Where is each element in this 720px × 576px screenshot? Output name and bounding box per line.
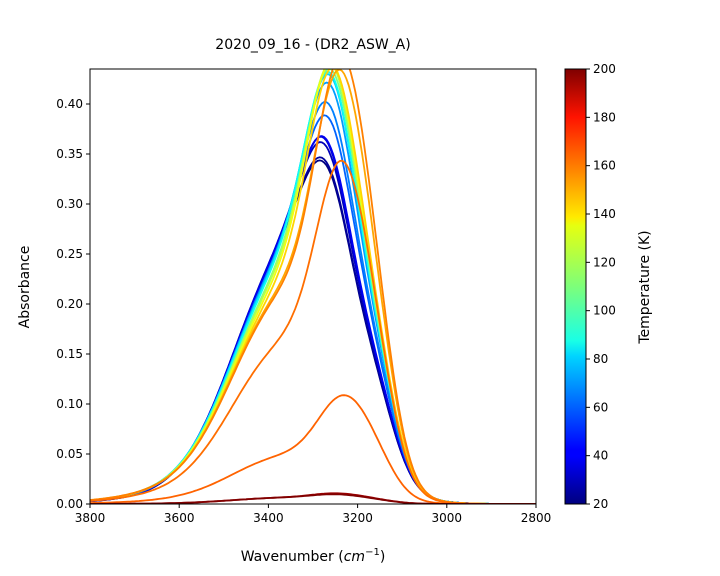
x-tick-label: 3200 xyxy=(342,511,373,525)
x-axis: 3800 3600 3400 3200 3000 2800 xyxy=(75,504,552,525)
colorbar-tick-label: 120 xyxy=(593,255,616,269)
colorbar-tick-label: 40 xyxy=(593,449,608,463)
colorbar-tick-label: 160 xyxy=(593,159,616,173)
x-tick-label: 3600 xyxy=(164,511,195,525)
series-line-40k xyxy=(90,135,536,504)
y-tick-label: 0.10 xyxy=(56,397,83,411)
x-tick-label: 3000 xyxy=(432,511,463,525)
colorbar-tick-label: 200 xyxy=(593,62,616,76)
y-tick-label: 0.30 xyxy=(56,197,83,211)
y-tick-label: 0.20 xyxy=(56,297,83,311)
series-line-90k xyxy=(90,70,536,504)
x-tick-label: 3800 xyxy=(75,511,106,525)
y-tick-label: 0.00 xyxy=(56,497,83,511)
y-tick-label: 0.05 xyxy=(56,447,83,461)
x-tick-label: 3400 xyxy=(253,511,284,525)
colorbar-tick-label: 80 xyxy=(593,352,608,366)
colorbar xyxy=(564,68,587,505)
colorbar-tick-label: 140 xyxy=(593,207,616,221)
y-axis: 0.00 0.05 0.10 0.15 0.20 0.25 0.30 0.35 0.40 xyxy=(56,97,90,511)
series-layer xyxy=(90,69,536,504)
plot-frame xyxy=(89,68,537,505)
series-line-20k xyxy=(90,159,536,504)
x-axis-unit-exponent: −1 xyxy=(365,547,380,558)
y-tick-label: 0.35 xyxy=(56,147,83,161)
x-tick-label: 2800 xyxy=(521,511,552,525)
series-line-158k xyxy=(90,159,536,504)
series-line-200k xyxy=(90,493,536,504)
colorbar-ticks: 20 40 60 80 100 120 140 160 180 200 xyxy=(586,62,616,511)
colorbar-tick-label: 20 xyxy=(593,497,608,511)
series-line-35k xyxy=(90,135,536,504)
colorbar-tick-label: 60 xyxy=(593,400,608,414)
x-axis-label: Wavenumber (cm−1) xyxy=(241,547,386,565)
y-axis-label: Absorbance xyxy=(17,246,33,329)
series-line-80k xyxy=(90,73,536,504)
series-line-30k xyxy=(90,141,536,504)
chart-title: 2020_09_16 - (DR2_ASW_A) xyxy=(215,37,410,53)
colorbar-label: Temperature (K) xyxy=(637,230,653,344)
colorbar-tick-label: 180 xyxy=(593,110,616,124)
y-tick-label: 0.40 xyxy=(56,97,83,111)
colorbar-tick-label: 100 xyxy=(593,304,616,318)
y-tick-label: 0.25 xyxy=(56,247,83,261)
series-line-60k xyxy=(90,114,536,504)
x-axis-label-text: Wavenumber xyxy=(241,549,334,565)
y-tick-label: 0.15 xyxy=(56,347,83,361)
x-axis-unit: cm xyxy=(344,549,365,565)
series-line-25k xyxy=(90,156,536,504)
